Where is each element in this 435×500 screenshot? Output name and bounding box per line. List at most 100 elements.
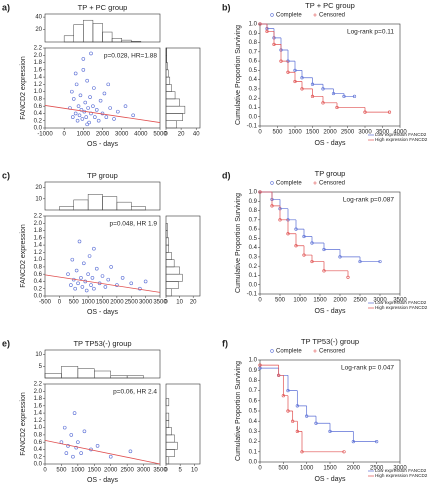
legend-label: Complete [276, 181, 302, 187]
step-segment [303, 229, 312, 237]
step-segment [292, 411, 298, 422]
point [86, 106, 90, 110]
point [92, 246, 96, 251]
point [70, 257, 75, 262]
legend-marker [270, 181, 274, 185]
x-tick-label: 3500 [153, 468, 167, 474]
point [62, 425, 67, 430]
annotation: Log-rank p= 0.047 [341, 365, 394, 372]
y-tick-label: -0.1 [247, 124, 258, 130]
plot-frame [165, 215, 201, 297]
point [76, 281, 80, 286]
point [279, 59, 283, 63]
legend-label: Low expression FANCD2 [375, 300, 427, 305]
y-tick-label: 0.5 [249, 236, 258, 242]
x-axis-label: OS - days [314, 308, 346, 315]
step-segment [359, 256, 380, 262]
step-segment [296, 390, 307, 407]
y-tick-label: 0.3 [249, 254, 258, 260]
hist-bar [73, 24, 84, 43]
panel-label: d) [222, 170, 231, 180]
plot-frame [44, 47, 161, 129]
point [108, 106, 112, 110]
hist-bar [165, 252, 172, 260]
y-axis-label: FANCD2 expression [20, 56, 27, 120]
panel-label: c) [2, 170, 10, 180]
x-tick-label: 2500 [120, 468, 134, 474]
hist-bar [102, 196, 118, 211]
point [272, 42, 276, 47]
point [94, 266, 99, 271]
step-segment [301, 431, 344, 453]
x-tick-label: 4000 [393, 130, 407, 136]
y-tick-label: 2.2 [34, 214, 43, 220]
step-segment [271, 192, 280, 207]
point [112, 117, 116, 121]
y-tick-label: 0.1 [249, 449, 258, 455]
step-segment [279, 205, 288, 221]
hist-bar [165, 441, 178, 450]
step-segment [279, 199, 288, 210]
y-tick-label: 2.2 [34, 46, 43, 52]
y-tick-label: 0.0 [34, 126, 43, 132]
hist-tick-label: 20 [35, 27, 42, 33]
point [131, 113, 135, 118]
hist-bar [111, 38, 122, 43]
hist-bar [73, 199, 89, 211]
legend-label: Complete [276, 13, 302, 19]
hist-bar [165, 91, 176, 100]
x-axis-label: OS - days [87, 309, 119, 316]
annotation: p=0.048, HR 1.9 [109, 221, 157, 228]
legend-label: Censored [319, 13, 345, 19]
step-segment [322, 84, 334, 90]
point [96, 118, 101, 123]
point [310, 94, 315, 98]
point [74, 445, 79, 450]
point [351, 439, 355, 444]
legend-marker [313, 349, 317, 353]
point [64, 451, 69, 455]
point [102, 91, 107, 96]
y-tick-label: 0.8 [34, 264, 43, 270]
x-tick-label: 500 [272, 130, 283, 136]
point [310, 82, 315, 86]
step-segment [294, 72, 302, 82]
x-tick-label: 3000 [358, 130, 372, 136]
point [115, 283, 119, 287]
x-tick-label: 2000 [96, 132, 110, 138]
y-tick-label: 0.4 [34, 279, 43, 285]
point [314, 421, 318, 425]
x-axis-label: OS - days [314, 476, 346, 483]
hist-bar [165, 113, 183, 121]
x-tick-label: 1500 [313, 298, 327, 304]
x-tick-label: 0 [258, 298, 262, 304]
point [76, 440, 80, 444]
chart-title: TP group [87, 171, 118, 180]
hist-bar [165, 244, 169, 253]
y-tick-label: -0.1 [247, 292, 258, 298]
hist-bar [165, 69, 169, 78]
y-tick-label: 0.7 [249, 217, 258, 223]
plot-frame [259, 191, 401, 295]
point [310, 241, 314, 245]
point [80, 285, 85, 289]
hist-bar [165, 420, 170, 428]
y-tick-label: 0.3 [249, 429, 258, 435]
hist-bar [165, 47, 168, 56]
x-tick-label: 1000 [300, 466, 314, 472]
point [69, 283, 73, 287]
panel-label: e) [2, 338, 10, 348]
hist-bar [165, 427, 172, 436]
step-segment [280, 37, 288, 51]
point [86, 272, 90, 276]
step-segment [295, 219, 304, 230]
step-segment [343, 93, 355, 97]
point [81, 68, 86, 72]
y-tick-label: 0.1 [249, 105, 258, 111]
step-segment [287, 49, 295, 62]
y-tick-label: 1.4 [34, 75, 43, 81]
trend-line [44, 105, 161, 123]
panel: f) TP TP53(-) group Complete Censored 0 500 10… [222, 337, 428, 483]
x-tick-label: 3000 [137, 468, 151, 474]
